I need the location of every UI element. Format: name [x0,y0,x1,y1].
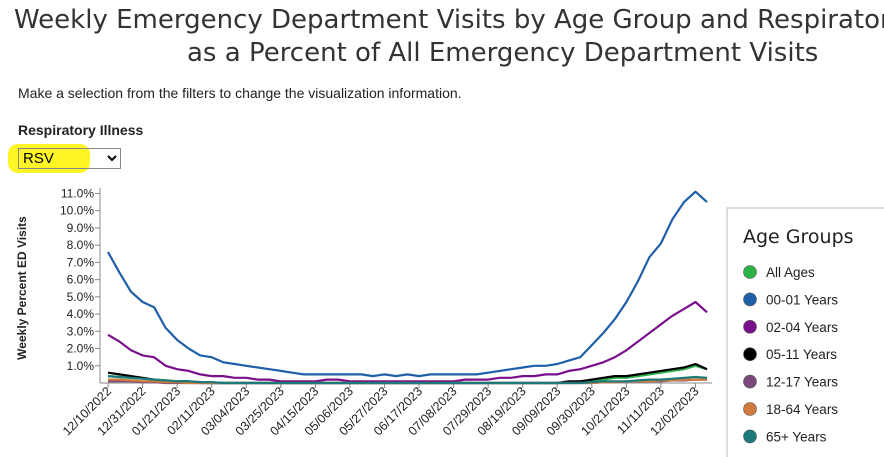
legend-swatch [743,402,757,416]
legend-swatch [743,265,757,279]
legend-label: 02-04 Years [766,320,838,335]
series-line [107,375,708,385]
legend-swatch [743,292,757,307]
legend-swatch [743,319,757,334]
legend-label: 12-17 Years [766,375,838,390]
y-tick-label: 2.0% [67,342,95,356]
title-line: as a Percent of All Emergency Department… [187,38,818,68]
y-tick-label: 8.0% [67,238,95,252]
legend-label: 00-01 Years [766,292,838,307]
y-axis-label: Weekly Percent ED Visits [15,216,29,360]
legend-title: Age Groups [743,226,854,248]
legend-swatch [743,374,757,389]
legend-swatch [743,347,757,362]
illness-select[interactable]: RSV [18,148,121,169]
title-line: Weekly Emergency Department Visits by Ag… [14,5,884,35]
legend-label: All Ages [766,265,815,280]
series-line [107,300,708,383]
legend-swatch [743,429,757,444]
legend-label: 05-11 Years [766,347,837,362]
legend-label: 65+ Years [766,429,827,444]
series-line [107,190,708,378]
filter-label: Respiratory Illness [18,122,143,138]
y-tick-label: 9.0% [67,221,95,235]
y-tick-label: 4.0% [67,307,95,321]
legend-label: 18-64 Years [766,402,838,417]
y-tick-label: 5.0% [67,290,95,304]
y-tick-label: 3.0% [67,324,95,338]
y-tick-label: 11.0% [61,186,94,200]
y-tick-label: 10.0% [60,204,94,218]
instructions: Make a selection from the filters to cha… [18,85,462,101]
y-tick-label: 7.0% [67,255,95,269]
y-tick-label: 1.0% [67,359,95,373]
y-tick-label: 6.0% [67,273,95,287]
